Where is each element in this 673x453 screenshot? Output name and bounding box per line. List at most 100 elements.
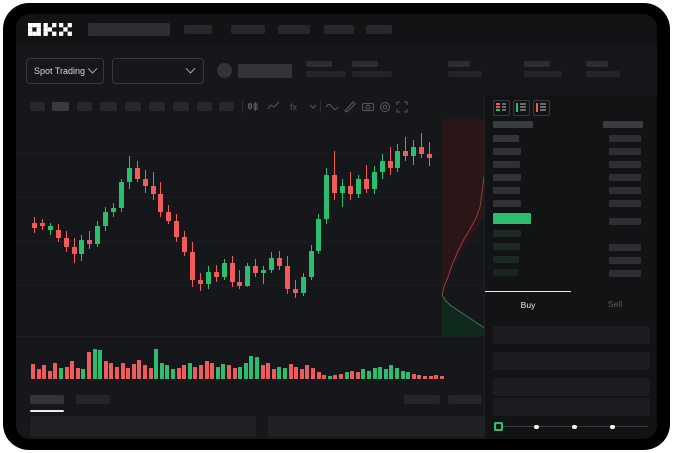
orderbook-value-right-4 bbox=[609, 187, 641, 194]
timeframe-button-1[interactable] bbox=[52, 102, 69, 111]
okx-logo-icon[interactable] bbox=[28, 23, 72, 36]
volume-bar-55 bbox=[339, 373, 343, 379]
bottom-panel-0[interactable] bbox=[30, 416, 256, 437]
slider-stop-50[interactable] bbox=[572, 424, 577, 429]
volume-bar-16 bbox=[120, 362, 125, 379]
timeframe-button-2[interactable] bbox=[77, 102, 92, 111]
total-field[interactable] bbox=[493, 378, 650, 396]
orderbook-bid-row-3[interactable] bbox=[493, 269, 518, 276]
volume-bar-41 bbox=[260, 365, 265, 379]
orderbook-highlight-row[interactable] bbox=[493, 213, 531, 224]
chevron-down-icon[interactable] bbox=[306, 99, 320, 114]
candle-body-30 bbox=[269, 257, 274, 270]
candle-body-24 bbox=[221, 262, 227, 277]
timeframe-button-5[interactable] bbox=[149, 102, 165, 111]
ticker-stat-value-4 bbox=[586, 71, 620, 77]
draw-pencil-icon[interactable] bbox=[343, 99, 357, 114]
line-chart-icon[interactable] bbox=[267, 99, 281, 114]
indicators-icon[interactable]: fx bbox=[288, 99, 302, 114]
fullscreen-icon[interactable] bbox=[395, 99, 409, 114]
candle-wick-38 bbox=[334, 150, 336, 200]
bottom-tab-2[interactable] bbox=[404, 395, 440, 404]
settings-gear-icon[interactable] bbox=[378, 99, 392, 114]
volume-bar-60 bbox=[367, 370, 371, 379]
bottom-tab-0[interactable] bbox=[30, 395, 64, 404]
orderbook-asks-icon[interactable] bbox=[533, 100, 550, 116]
orderbook-ask-row-5[interactable] bbox=[493, 200, 521, 207]
timeframe-button-7[interactable] bbox=[197, 102, 212, 111]
candle-body-20 bbox=[190, 252, 195, 281]
bottom-tab-3[interactable] bbox=[448, 395, 482, 404]
volume-bar-53 bbox=[327, 376, 332, 379]
slider-stop-75[interactable] bbox=[610, 424, 615, 429]
volume-chart bbox=[16, 336, 484, 389]
volume-bar-58 bbox=[355, 372, 360, 379]
orderbook-both-icon[interactable] bbox=[493, 100, 510, 116]
volume-bar-73 bbox=[439, 376, 444, 379]
camera-icon[interactable] bbox=[361, 99, 375, 114]
candle-body-47 bbox=[403, 150, 409, 156]
orderbook-ask-row-3[interactable] bbox=[493, 174, 521, 181]
ticker-stat-3 bbox=[524, 61, 562, 77]
orderbook-bid-row-0[interactable] bbox=[493, 230, 521, 237]
candle-wick-29 bbox=[263, 266, 265, 284]
orderbook-bid-row-1[interactable] bbox=[493, 243, 520, 250]
orderbook-value-right-7 bbox=[609, 244, 641, 251]
coin-avatar bbox=[217, 63, 232, 78]
top-nav-item-4[interactable] bbox=[366, 25, 392, 34]
volume-bar-63 bbox=[383, 369, 388, 379]
orderbook-bids-icon[interactable] bbox=[513, 100, 530, 116]
amount-field[interactable] bbox=[493, 352, 650, 370]
ticker-stat-value-3 bbox=[524, 71, 562, 77]
volume-bar-19 bbox=[137, 359, 142, 379]
orderbook-ask-row-2[interactable] bbox=[493, 161, 520, 168]
wave-indicator-icon[interactable] bbox=[325, 99, 339, 114]
candle-body-10 bbox=[111, 208, 116, 212]
extra-field[interactable] bbox=[493, 398, 650, 416]
volume-bar-17 bbox=[126, 368, 131, 379]
candle-body-48 bbox=[411, 147, 417, 156]
orderbook-bid-row-2[interactable] bbox=[493, 256, 519, 263]
price-field[interactable] bbox=[493, 326, 650, 344]
tab-sell[interactable]: Sell bbox=[572, 291, 657, 316]
timeframe-button-8[interactable] bbox=[219, 102, 234, 111]
candle-body-49 bbox=[419, 147, 425, 155]
bottom-tab-1[interactable] bbox=[76, 395, 110, 404]
volume-bar-11 bbox=[92, 349, 97, 379]
volume-bar-27 bbox=[182, 365, 187, 379]
timeframe-button-4[interactable] bbox=[125, 102, 141, 111]
tab-buy[interactable]: Buy bbox=[485, 291, 571, 317]
pair-selector[interactable] bbox=[112, 58, 204, 84]
volume-bar-39 bbox=[249, 355, 254, 379]
price-chart[interactable] bbox=[16, 119, 484, 334]
candle-body-31 bbox=[276, 257, 282, 267]
timeframe-button-3[interactable] bbox=[100, 102, 117, 111]
volume-bar-28 bbox=[187, 362, 192, 379]
top-nav-item-1[interactable] bbox=[231, 25, 265, 34]
top-nav-item-0[interactable] bbox=[184, 25, 212, 34]
candle-body-46 bbox=[395, 150, 401, 169]
ticker-stat-label-1 bbox=[352, 61, 378, 67]
slider-stop-25[interactable] bbox=[534, 424, 539, 429]
top-nav-item-3[interactable] bbox=[324, 25, 354, 34]
orderbook-value-right-6 bbox=[609, 218, 641, 225]
nav-search-placeholder[interactable] bbox=[88, 23, 170, 36]
orderbook-ask-row-4[interactable] bbox=[493, 187, 520, 194]
candle-body-1 bbox=[39, 222, 45, 227]
orderbook-ask-row-1[interactable] bbox=[493, 148, 521, 155]
candlestick-chart-icon[interactable] bbox=[247, 99, 261, 114]
chevron-down-icon bbox=[185, 63, 196, 74]
timeframe-button-6[interactable] bbox=[173, 102, 189, 111]
bottom-panel-1[interactable] bbox=[268, 416, 484, 437]
candle-body-0 bbox=[32, 222, 37, 228]
amount-slider[interactable] bbox=[494, 422, 650, 431]
spot-trading-dropdown[interactable]: Spot Trading bbox=[26, 58, 104, 84]
slider-handle[interactable] bbox=[494, 422, 503, 431]
orderbook-ask-row-0[interactable] bbox=[493, 135, 519, 142]
top-nav-item-2[interactable] bbox=[278, 25, 310, 34]
volume-bar-29 bbox=[193, 366, 198, 379]
timeframe-button-0[interactable] bbox=[30, 102, 45, 111]
candle-wick-49 bbox=[421, 133, 423, 158]
volume-bar-61 bbox=[372, 368, 377, 379]
candle-body-14 bbox=[142, 178, 148, 186]
